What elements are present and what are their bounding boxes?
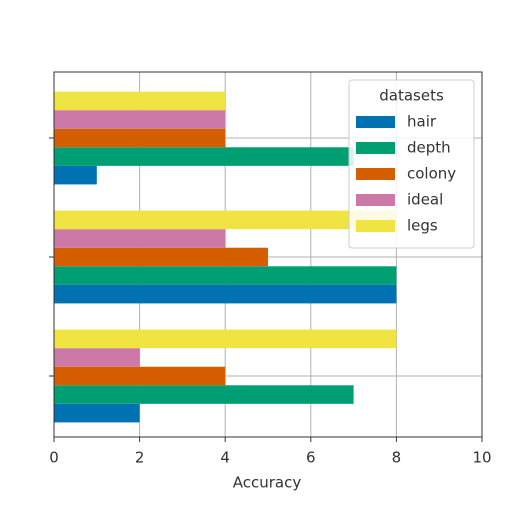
- bar: [54, 284, 397, 304]
- bar: [54, 385, 354, 404]
- bar: [54, 91, 226, 111]
- bar: [54, 348, 140, 367]
- legend-label: hair: [407, 113, 437, 131]
- legend-label: ideal: [407, 191, 443, 209]
- x-tick-label: 0: [49, 449, 59, 467]
- legend-label: depth: [407, 139, 451, 157]
- x-tick-label: 6: [306, 449, 316, 467]
- plot-frame: [53, 71, 483, 438]
- legend-swatch: [356, 168, 395, 180]
- bar: [54, 266, 397, 285]
- bar: [54, 329, 397, 349]
- bar: [54, 229, 226, 248]
- legend: datasets hair depth colony ideal legs: [348, 79, 475, 249]
- x-axis-label: Accuracy: [233, 474, 302, 492]
- x-tick-label: 8: [392, 449, 402, 467]
- bar: [54, 110, 226, 129]
- x-tick-label: 4: [220, 449, 230, 467]
- legend-swatch: [356, 220, 395, 232]
- bar: [54, 366, 226, 386]
- bar: [54, 147, 354, 166]
- bar: [54, 210, 397, 230]
- legend-label: legs: [407, 217, 438, 235]
- legend-swatch: [356, 142, 395, 154]
- x-tick-label: 2: [135, 449, 145, 467]
- legend-swatch: [356, 194, 395, 206]
- legend-title: datasets: [379, 87, 444, 105]
- legend-swatch: [356, 116, 395, 128]
- x-tick-label: 10: [472, 449, 491, 467]
- legend-label: colony: [407, 165, 456, 183]
- bar: [54, 403, 140, 423]
- bar: [54, 128, 226, 148]
- bar: [54, 165, 97, 185]
- bar: [54, 247, 268, 267]
